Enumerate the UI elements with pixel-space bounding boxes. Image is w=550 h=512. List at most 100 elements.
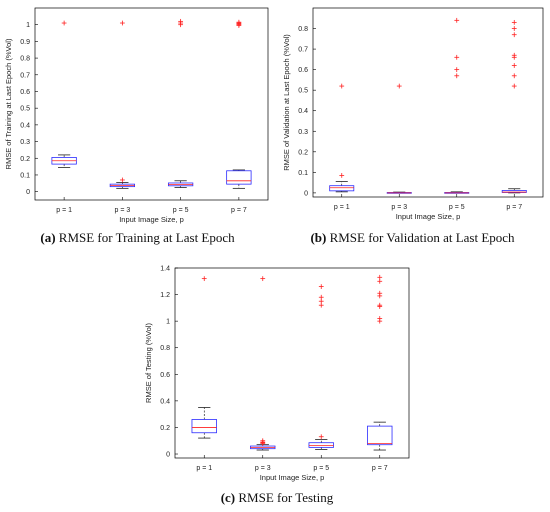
box-group bbox=[329, 83, 355, 193]
outlier-marker bbox=[260, 276, 266, 282]
caption-c-text: RMSE for Testing bbox=[238, 490, 334, 505]
y-tick-label: 0.5 bbox=[20, 106, 30, 113]
plot-frame bbox=[34, 7, 269, 201]
y-tick-label: 1 bbox=[166, 319, 170, 326]
chart-training: 0 0.1 0.2 0.3 0.4 0.5 0.6 0.7 0.8 0.9 1 p = 1 p = 3 p… bbox=[4, 7, 269, 224]
box-group bbox=[167, 18, 194, 188]
y-tick-label: 0.1 bbox=[298, 170, 308, 177]
outlier-marker bbox=[318, 302, 324, 308]
caption-b-text: RMSE for Validation at Last Epoch bbox=[329, 230, 515, 245]
chart-validation: 0 0.1 0.2 0.3 0.4 0.5 0.6 0.7 0.8 p = 1 p = 3 p = 5… bbox=[282, 7, 544, 221]
y-tick-label: 0.3 bbox=[298, 129, 308, 136]
box bbox=[501, 190, 527, 193]
outlier-marker bbox=[511, 63, 517, 68]
y-tick-label: 0.4 bbox=[298, 108, 308, 115]
outlier-marker bbox=[454, 17, 460, 23]
plot-frame bbox=[174, 267, 410, 459]
caption-a-text: RMSE for Training at Last Epoch bbox=[58, 230, 235, 245]
outlier-marker bbox=[454, 67, 460, 73]
outlier-marker bbox=[377, 318, 383, 324]
outlier-marker bbox=[511, 54, 517, 60]
box bbox=[329, 185, 355, 192]
outlier-marker bbox=[454, 73, 460, 79]
x-tick-label: p = 7 bbox=[372, 465, 388, 472]
y-tick-label: 1.2 bbox=[160, 292, 170, 299]
outlier-marker bbox=[511, 32, 517, 38]
box bbox=[367, 425, 393, 446]
box-group bbox=[367, 274, 393, 451]
y-tick-label: 0.8 bbox=[298, 26, 308, 33]
x-axis-label: Input Image Size, p bbox=[260, 473, 325, 482]
box-group bbox=[444, 17, 470, 194]
x-tick-label: p = 7 bbox=[506, 204, 522, 211]
caption-c-letter: (c) bbox=[220, 490, 236, 505]
outlier-marker bbox=[318, 434, 324, 440]
y-tick-label: 0.1 bbox=[20, 172, 30, 179]
x-tick-label: p = 5 bbox=[173, 207, 189, 214]
outlier-marker bbox=[260, 440, 266, 446]
x-tick-label: p = 3 bbox=[255, 465, 271, 472]
y-tick-label: 0.2 bbox=[160, 425, 170, 432]
outlier-marker bbox=[339, 83, 345, 89]
outlier-marker bbox=[61, 20, 67, 26]
outlier-marker bbox=[511, 19, 517, 25]
y-tick-label: 0.7 bbox=[20, 72, 30, 79]
x-tick-label: p = 1 bbox=[334, 204, 350, 211]
caption-c: (c) RMSE for Testing bbox=[137, 490, 417, 506]
y-axis-label: RMSE of Training at Last Epoch (%Vol) bbox=[4, 38, 13, 169]
y-tick-label: 0 bbox=[26, 189, 30, 196]
y-tick-label: 0.4 bbox=[160, 398, 170, 405]
y-tick-label: 0.5 bbox=[298, 88, 308, 95]
outlier-marker bbox=[318, 284, 324, 290]
caption-a-letter: (a) bbox=[40, 230, 56, 245]
caption-b: (b) RMSE for Validation at Last Epoch bbox=[275, 230, 550, 246]
y-tick-label: 0.6 bbox=[298, 67, 308, 74]
box-group bbox=[386, 83, 412, 194]
panel-b: 0 0.1 0.2 0.3 0.4 0.5 0.6 0.7 0.8 p = 1 p = 3 p = 5… bbox=[275, 0, 550, 250]
outlier-marker bbox=[454, 54, 460, 60]
x-tick-label: p = 7 bbox=[231, 207, 247, 214]
y-tick-label: 0.8 bbox=[20, 56, 30, 63]
outlier-marker bbox=[339, 173, 345, 178]
plot-frame bbox=[312, 7, 544, 198]
y-tick-label: 0.8 bbox=[160, 345, 170, 352]
y-tick-label: 0.9 bbox=[20, 39, 30, 46]
y-tick-label: 1.4 bbox=[160, 266, 170, 273]
outlier-marker bbox=[396, 83, 402, 89]
outlier-marker bbox=[511, 73, 517, 79]
y-axis-label: RMSE of Testing (%Vol) bbox=[144, 323, 153, 403]
x-tick-label: p = 5 bbox=[313, 465, 329, 472]
y-tick-label: 0 bbox=[304, 190, 308, 197]
box-group bbox=[501, 19, 527, 194]
outlier-marker bbox=[119, 20, 125, 26]
box-group bbox=[250, 276, 276, 451]
caption-a: (a) RMSE for Training at Last Epoch bbox=[0, 230, 275, 246]
x-tick-label: p = 3 bbox=[391, 204, 407, 211]
box-group bbox=[308, 284, 334, 450]
x-axis-label: Input Image Size, p bbox=[396, 212, 461, 221]
caption-b-letter: (b) bbox=[310, 230, 327, 245]
outlier-marker bbox=[511, 83, 517, 89]
outlier-marker bbox=[377, 278, 383, 284]
outlier-marker bbox=[377, 304, 383, 309]
y-tick-label: 0 bbox=[166, 452, 170, 459]
y-tick-label: 1 bbox=[26, 22, 30, 29]
outlier-marker bbox=[511, 26, 517, 31]
chart-testing: 0 0.2 0.4 0.6 0.8 1 1.2 1.4 p = 1 p = 3 p = 5 p = 7… bbox=[144, 266, 410, 482]
y-tick-label: 0.3 bbox=[20, 139, 30, 146]
outlier-marker bbox=[119, 177, 125, 183]
panel-c: 0 0.2 0.4 0.6 0.8 1 1.2 1.4 p = 1 p = 3 p = 5 p = 7… bbox=[137, 258, 417, 488]
outlier-marker bbox=[178, 22, 184, 28]
y-tick-label: 0.4 bbox=[20, 122, 30, 129]
y-tick-label: 0.2 bbox=[20, 156, 30, 163]
y-tick-label: 0.7 bbox=[298, 47, 308, 54]
box bbox=[226, 170, 252, 185]
outlier-marker bbox=[201, 276, 207, 282]
box-group bbox=[226, 19, 252, 189]
y-tick-label: 0.2 bbox=[298, 149, 308, 156]
box-group bbox=[191, 276, 217, 439]
y-tick-label: 0.6 bbox=[160, 372, 170, 379]
x-tick-label: p = 1 bbox=[56, 207, 72, 214]
x-tick-label: p = 3 bbox=[114, 207, 130, 214]
y-axis-label: RMSE of Validation at Last Epoch (%Vol) bbox=[282, 34, 291, 171]
